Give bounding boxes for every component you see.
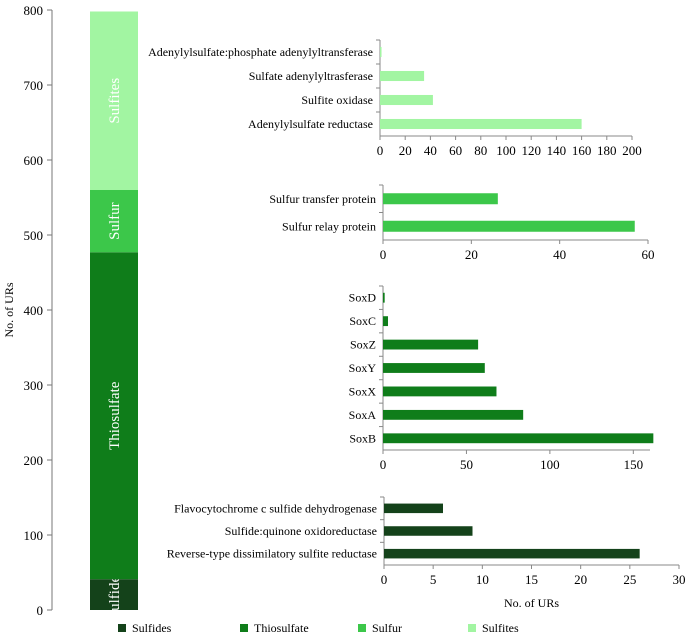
stacked-y-tick-label: 500 bbox=[24, 228, 44, 243]
sulfides-x-axis-title: No. of URs bbox=[504, 596, 559, 610]
thiosulfate-bar-soxy bbox=[383, 363, 485, 373]
stacked-segment-label: Thiosulfate bbox=[107, 381, 123, 450]
thiosulfate-bar-soxa bbox=[383, 409, 524, 420]
sulfites-category-label: Adenylylsulfate:phosphate adenylyltransf… bbox=[148, 45, 373, 59]
sulfites-x-tick-label: 160 bbox=[572, 143, 592, 158]
sulfites-x-tick-label: 60 bbox=[449, 143, 462, 158]
sulfites-x-tick-label: 80 bbox=[474, 143, 487, 158]
thiosulfate-category-label: SoxX bbox=[349, 384, 377, 398]
sulfur-x-tick-label: 60 bbox=[642, 247, 655, 262]
sulfites-bar-sulfite-oxidase bbox=[380, 94, 433, 106]
thiosulfate-bar-soxd bbox=[383, 292, 385, 303]
sulfites-x-tick-label: 20 bbox=[399, 143, 412, 158]
thiosulfate-category-label: SoxC bbox=[349, 314, 376, 328]
stacked-y-tick-label: 300 bbox=[24, 378, 44, 393]
sulfides-bar-reverse-type-dissimilatory-sulfite-reductase bbox=[384, 548, 640, 559]
stacked-segment-sulfur bbox=[90, 190, 138, 253]
sulfur-bar-sulfur-relay-protein bbox=[383, 220, 635, 232]
stacked-y-tick-label: 400 bbox=[24, 303, 44, 318]
thiosulfate-x-tick-label: 150 bbox=[624, 457, 644, 472]
thiosulfate-category-label: SoxB bbox=[349, 431, 376, 445]
thiosulfate-category-label: SoxD bbox=[349, 291, 377, 305]
sulfides-bar-flavocytochrome-c-sulfide-dehydrogenase bbox=[384, 503, 443, 514]
thiosulfate-bar-soxb bbox=[383, 433, 654, 444]
sulfides-x-tick-label: 30 bbox=[673, 572, 686, 587]
sulfur-bar-sulfur-transfer-protein bbox=[383, 193, 498, 205]
sulfites-x-tick-label: 200 bbox=[622, 143, 642, 158]
sulfites-x-tick-label: 180 bbox=[597, 143, 617, 158]
thiosulfate-category-label: SoxZ bbox=[350, 338, 376, 352]
sulfur-x-tick-label: 40 bbox=[553, 247, 566, 262]
thiosulfate-category-label: SoxA bbox=[349, 408, 377, 422]
stacked-y-tick-label: 0 bbox=[37, 603, 44, 618]
sulfides-x-tick-label: 0 bbox=[381, 572, 388, 587]
sulfites-x-tick-label: 120 bbox=[521, 143, 541, 158]
legend-label-sulfites: Sulfites bbox=[482, 621, 519, 635]
sulfur-category-label: Sulfur relay protein bbox=[282, 219, 376, 233]
sulfur-x-tick-label: 20 bbox=[465, 247, 478, 262]
sulfur-x-tick-label: 0 bbox=[380, 247, 387, 262]
stacked-segment-label: Sulfur bbox=[107, 202, 123, 240]
sulfites-category-label: Sulfite oxidase bbox=[301, 93, 373, 107]
thiosulfate-x-tick-label: 100 bbox=[540, 457, 560, 472]
sulfides-bar-sulfide-quinone-oxidoreductase bbox=[384, 526, 473, 536]
legend-label-sulfur: Sulfur bbox=[372, 621, 402, 635]
legend-swatch-sulfur bbox=[358, 624, 366, 632]
stacked-segment-sulfites bbox=[90, 11, 138, 190]
thiosulfate-category-label: SoxY bbox=[349, 361, 377, 375]
legend-swatch-sulfites bbox=[468, 624, 476, 632]
sulfites-x-tick-label: 100 bbox=[496, 143, 516, 158]
stacked-y-tick-label: 200 bbox=[24, 453, 44, 468]
sulfides-category-label: Flavocytochrome c sulfide dehydrogenase bbox=[174, 501, 377, 515]
legend-label-sulfides: Sulfides bbox=[132, 621, 172, 635]
legend-label-thiosulfate: Thiosulfate bbox=[254, 621, 309, 635]
sulfites-category-label: Sulfate adenylyltrasferase bbox=[249, 69, 373, 83]
sulfites-x-tick-label: 40 bbox=[424, 143, 437, 158]
legend-swatch-sulfides bbox=[118, 624, 126, 632]
sulfides-x-tick-label: 10 bbox=[476, 572, 489, 587]
sulfides-x-tick-label: 15 bbox=[525, 572, 538, 587]
thiosulfate-bar-soxx bbox=[383, 386, 497, 397]
sulfites-bar-sulfate-adenylyltrasferase bbox=[380, 70, 425, 82]
sulfides-category-label: Reverse-type dissimilatory sulfite reduc… bbox=[167, 547, 377, 561]
stacked-y-tick-label: 800 bbox=[24, 3, 44, 18]
stacked-y-tick-label: 100 bbox=[24, 528, 44, 543]
stacked-segment-sulfides bbox=[90, 579, 138, 610]
sulfides-x-tick-label: 20 bbox=[574, 572, 587, 587]
sulfides-category-label: Sulfide:quinone oxidoreductase bbox=[225, 524, 377, 538]
thiosulfate-x-tick-label: 0 bbox=[380, 457, 387, 472]
stacked-segment-label: Sulfites bbox=[107, 78, 123, 124]
stacked-y-tick-label: 600 bbox=[24, 153, 44, 168]
stacked-y-tick-label: 700 bbox=[24, 78, 44, 93]
sulfides-x-tick-label: 25 bbox=[623, 572, 636, 587]
legend-swatch-thiosulfate bbox=[240, 624, 248, 632]
sulfites-x-tick-label: 0 bbox=[377, 143, 384, 158]
sulfur-category-label: Sulfur transfer protein bbox=[269, 192, 376, 206]
thiosulfate-bar-soxc bbox=[383, 316, 389, 327]
sulfides-x-tick-label: 5 bbox=[430, 572, 437, 587]
sulfites-bar-adenylylsulfate-phosphate-adenylyltransferase bbox=[380, 46, 382, 58]
stacked-y-axis-title: No. of URs bbox=[2, 282, 16, 337]
stacked-segment-thiosulfate bbox=[90, 252, 138, 580]
thiosulfate-x-tick-label: 50 bbox=[460, 457, 473, 472]
sulfites-category-label: Adenylylsulfate reductase bbox=[248, 117, 373, 131]
sulfites-bar-adenylylsulfate-reductase bbox=[380, 118, 582, 130]
sulfites-x-tick-label: 140 bbox=[547, 143, 567, 158]
thiosulfate-bar-soxz bbox=[383, 339, 479, 350]
stacked-segment-label: Sulfides bbox=[107, 570, 123, 619]
